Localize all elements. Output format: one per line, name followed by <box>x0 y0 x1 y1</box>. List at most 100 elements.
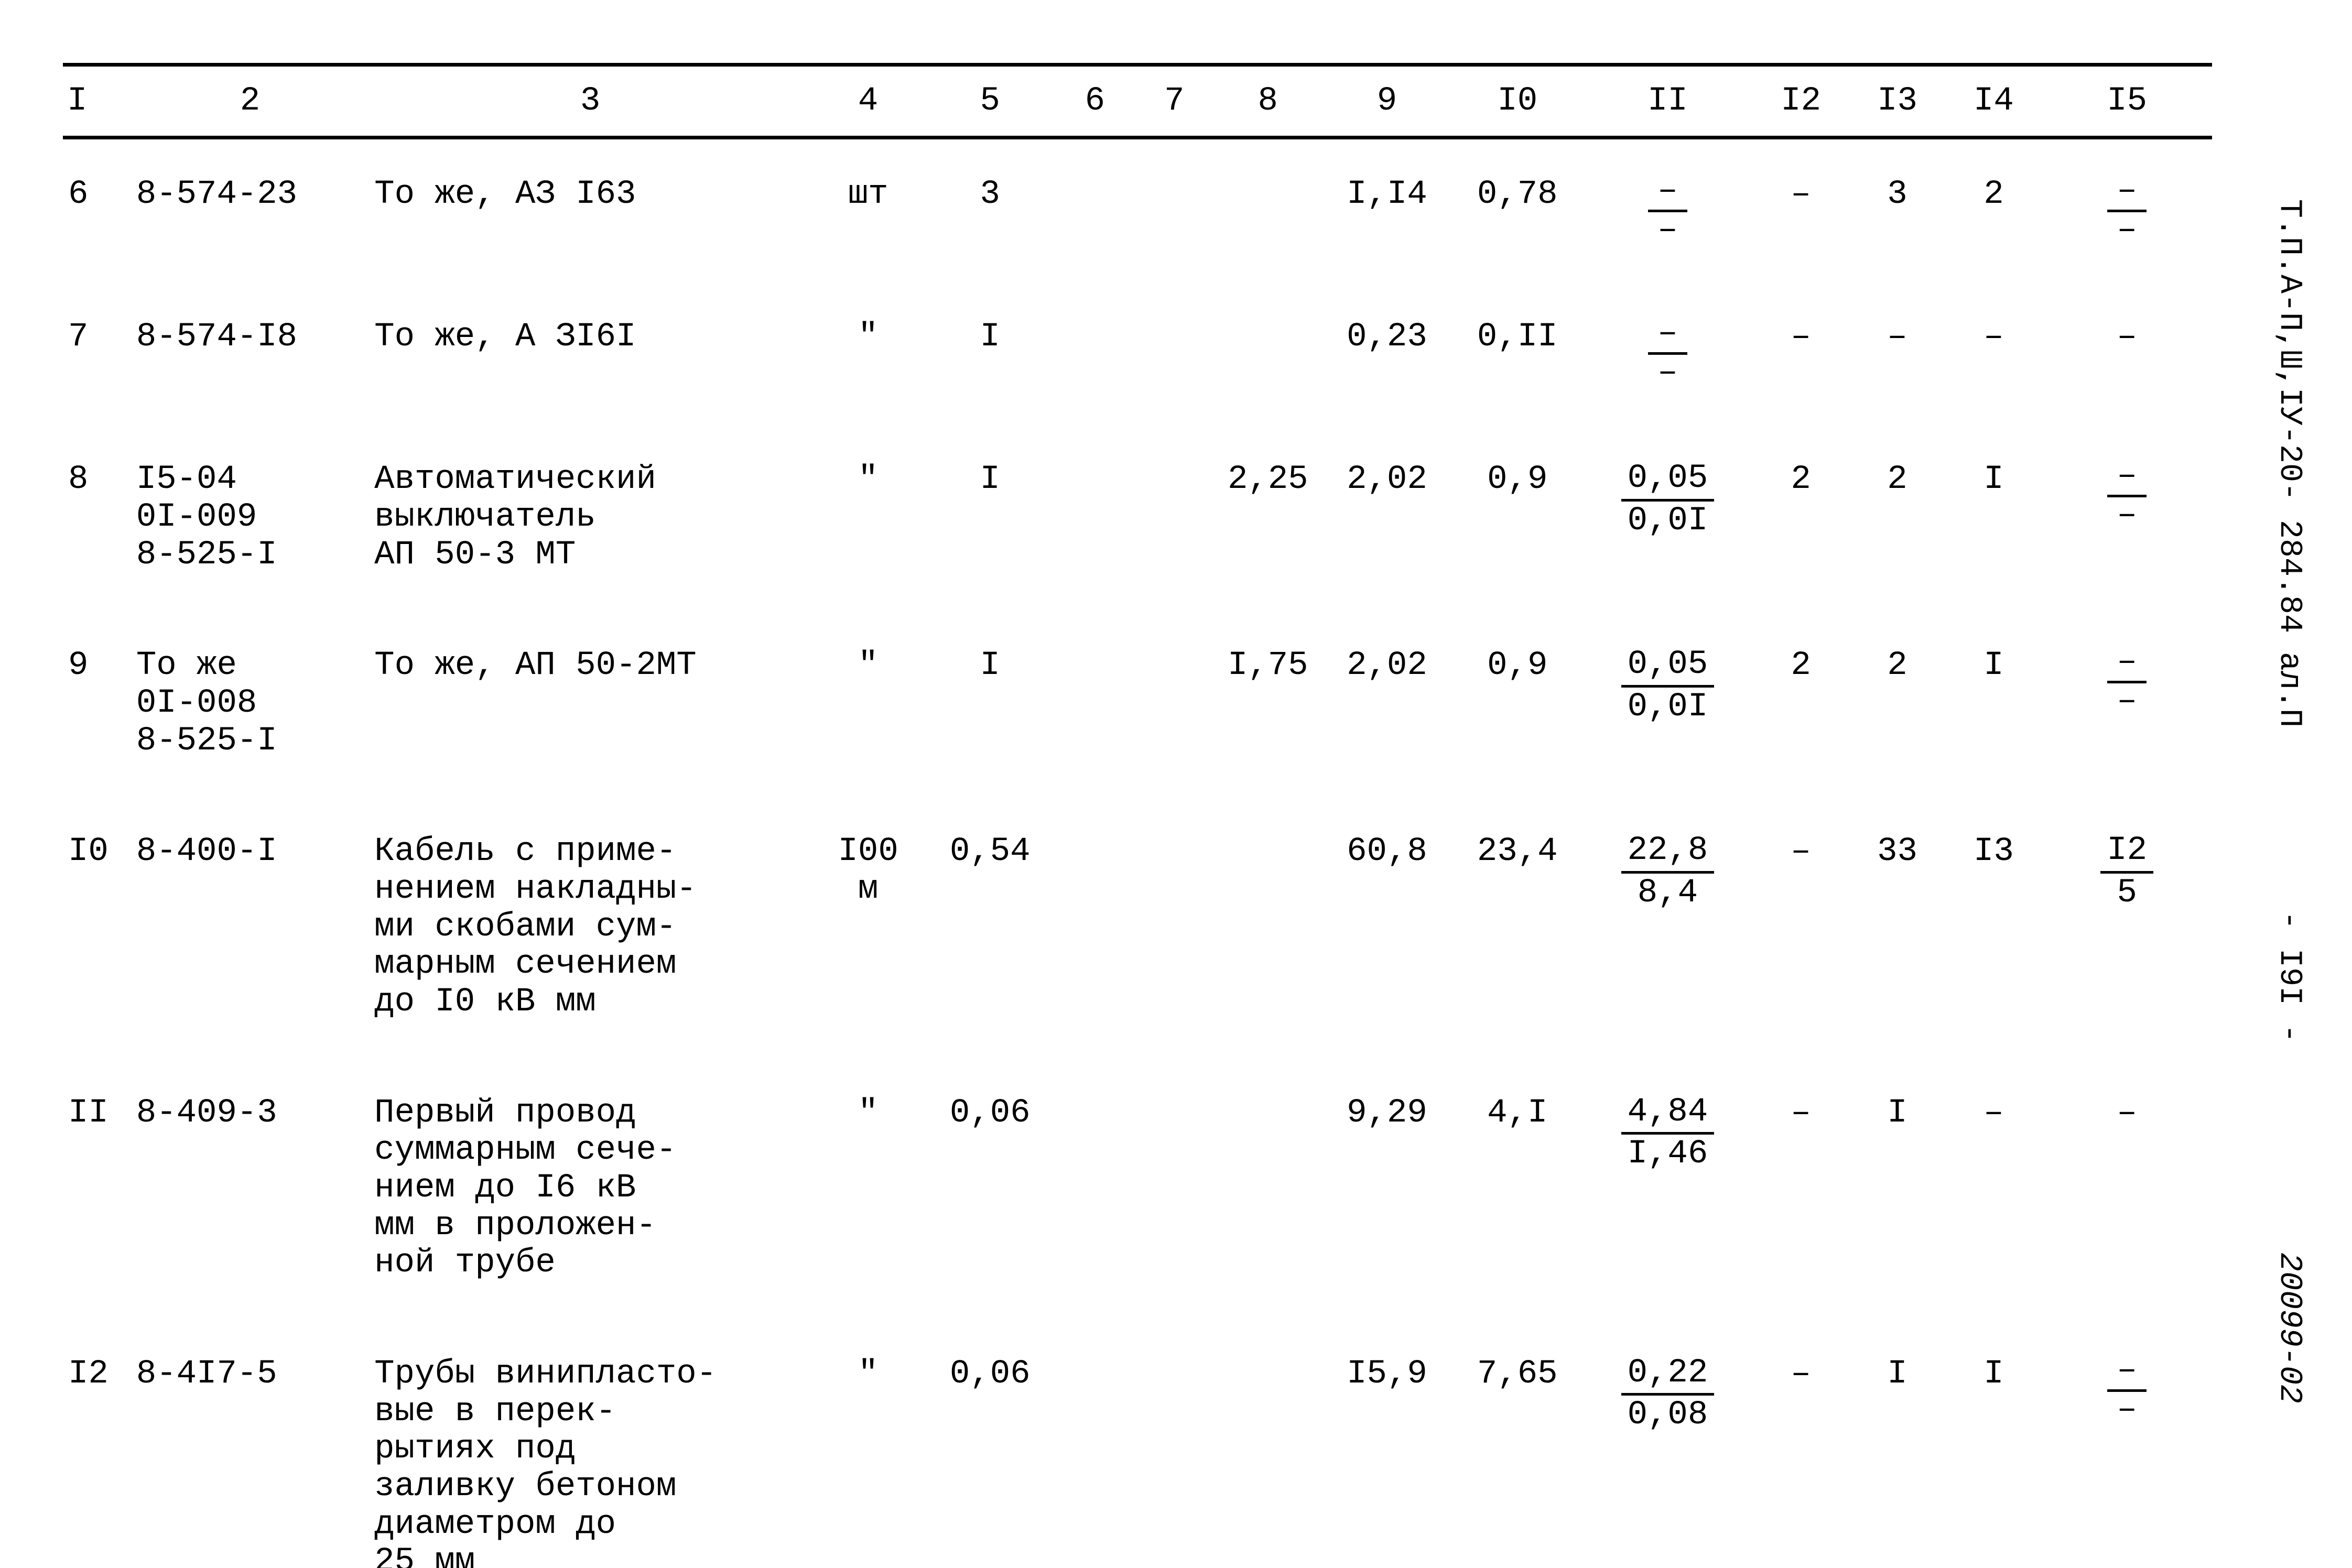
row-col13: 2 <box>1849 611 1946 797</box>
col-header-8: 8 <box>1214 65 1322 138</box>
row-code: 8-400-I <box>131 797 369 1058</box>
row-unit: " <box>811 282 925 424</box>
row-col10: 0,9 <box>1452 424 1583 611</box>
row-col15: – <box>2042 1058 2212 1319</box>
table-row: I28-4I7-5Трубы винипласто-вые в перек-ры… <box>63 1319 2212 1568</box>
row-col6 <box>1055 424 1134 611</box>
col-header-7: 7 <box>1135 65 1214 138</box>
row-code: 8-409-3 <box>131 1058 369 1319</box>
row-col12: – <box>1753 797 1849 1058</box>
col-header-3: 3 <box>369 65 811 138</box>
row-col8 <box>1214 797 1322 1058</box>
row-col13: – <box>1849 282 1946 424</box>
row-col5: I <box>925 282 1055 424</box>
col-header-9: 9 <box>1322 65 1453 138</box>
row-col8 <box>1214 282 1322 424</box>
row-col5: 0,06 <box>925 1058 1055 1319</box>
row-col11: 0,220,08 <box>1583 1319 1753 1568</box>
row-code: I5-040I-0098-525-I <box>131 424 369 611</box>
row-col7 <box>1135 797 1214 1058</box>
row-description: АвтоматическийвыключательАП 50-3 МТ <box>369 424 811 611</box>
table-row: II8-409-3Первый проводсуммарным сече-ние… <box>63 1058 2212 1319</box>
row-col12: – <box>1753 1319 1849 1568</box>
row-col12: – <box>1753 138 1849 282</box>
row-col5: 0,06 <box>925 1319 1055 1568</box>
row-col10: 0,II <box>1452 282 1583 424</box>
row-col7 <box>1135 1319 1214 1568</box>
col-header-1: I <box>63 65 131 138</box>
margin-text-doc-id: Т.П.А-П,Ш,IУ-20- 284.84 ал.П <box>2271 199 2307 727</box>
row-unit: " <box>811 1058 925 1319</box>
row-unit: I00м <box>811 797 925 1058</box>
table-row: 8I5-040I-0098-525-IАвтоматическийвыключа… <box>63 424 2212 611</box>
row-col15: I25 <box>2042 797 2212 1058</box>
row-col8: I,75 <box>1214 611 1322 797</box>
row-col14: I3 <box>1945 797 2042 1058</box>
col-header-6: 6 <box>1055 65 1134 138</box>
row-col14: I <box>1945 611 2042 797</box>
row-col7 <box>1135 611 1214 797</box>
col-header-13: I3 <box>1849 65 1946 138</box>
row-col8 <box>1214 138 1322 282</box>
row-col14: I <box>1945 1319 2042 1568</box>
row-description: То же, АП 50-2МТ <box>369 611 811 797</box>
row-unit: " <box>811 424 925 611</box>
row-col15: –– <box>2042 1319 2212 1568</box>
row-col11: 0,050,0I <box>1583 424 1753 611</box>
row-col10: 4,I <box>1452 1058 1583 1319</box>
row-col10: 0,78 <box>1452 138 1583 282</box>
row-col9: 0,23 <box>1322 282 1453 424</box>
row-code: 8-4I7-5 <box>131 1319 369 1568</box>
row-col14: I <box>1945 424 2042 611</box>
row-col6 <box>1055 282 1134 424</box>
col-header-2: 2 <box>131 65 369 138</box>
row-col6 <box>1055 138 1134 282</box>
row-col12: 2 <box>1753 611 1849 797</box>
table-row: 78-574-I8То же, А ЗI6I"I0,230,II–––––– <box>63 282 2212 424</box>
row-col13: I <box>1849 1058 1946 1319</box>
row-col8: 2,25 <box>1214 424 1322 611</box>
table-row: I08-400-IКабель с приме-нением накладны-… <box>63 797 2212 1058</box>
row-col6 <box>1055 611 1134 797</box>
row-col9: I,I4 <box>1322 138 1453 282</box>
row-number: I2 <box>63 1319 131 1568</box>
row-col5: I <box>925 611 1055 797</box>
row-number: II <box>63 1058 131 1319</box>
row-description: Кабель с приме-нением накладны-ми скобам… <box>369 797 811 1058</box>
row-col9: 2,02 <box>1322 424 1453 611</box>
row-number: I0 <box>63 797 131 1058</box>
col-header-10: I0 <box>1452 65 1583 138</box>
row-description: Первый проводсуммарным сече-нием до I6 к… <box>369 1058 811 1319</box>
row-col9: 9,29 <box>1322 1058 1453 1319</box>
row-unit: шт <box>811 138 925 282</box>
row-code: 8-574-23 <box>131 138 369 282</box>
row-description: То же, АЗ I63 <box>369 138 811 282</box>
row-col12: – <box>1753 1058 1849 1319</box>
right-margin-block: Т.П.А-П,Ш,IУ-20- 284.84 ал.П - I9I - 200… <box>2258 79 2321 1494</box>
row-col5: I <box>925 424 1055 611</box>
row-col11: 4,84I,46 <box>1583 1058 1753 1319</box>
row-col6 <box>1055 797 1134 1058</box>
col-header-4: 4 <box>811 65 925 138</box>
row-col14: 2 <box>1945 138 2042 282</box>
row-code: 8-574-I8 <box>131 282 369 424</box>
row-col11: 0,050,0I <box>1583 611 1753 797</box>
row-code: То же0I-0088-525-I <box>131 611 369 797</box>
table-row: 9То же0I-0088-525-IТо же, АП 50-2МТ"II,7… <box>63 611 2212 797</box>
row-col10: 23,4 <box>1452 797 1583 1058</box>
row-col15: –– <box>2042 611 2212 797</box>
row-col9: 60,8 <box>1322 797 1453 1058</box>
row-unit: " <box>811 1319 925 1568</box>
row-col8 <box>1214 1058 1322 1319</box>
table-row: 68-574-23То же, АЗ I63шт3I,I40,78–––32–– <box>63 138 2212 282</box>
col-header-15: I5 <box>2042 65 2212 138</box>
row-col10: 0,9 <box>1452 611 1583 797</box>
row-col11: –– <box>1583 138 1753 282</box>
row-col14: – <box>1945 282 2042 424</box>
row-number: 9 <box>63 611 131 797</box>
row-col6 <box>1055 1319 1134 1568</box>
row-col12: 2 <box>1753 424 1849 611</box>
row-col7 <box>1135 1058 1214 1319</box>
row-col10: 7,65 <box>1452 1319 1583 1568</box>
col-header-14: I4 <box>1945 65 2042 138</box>
